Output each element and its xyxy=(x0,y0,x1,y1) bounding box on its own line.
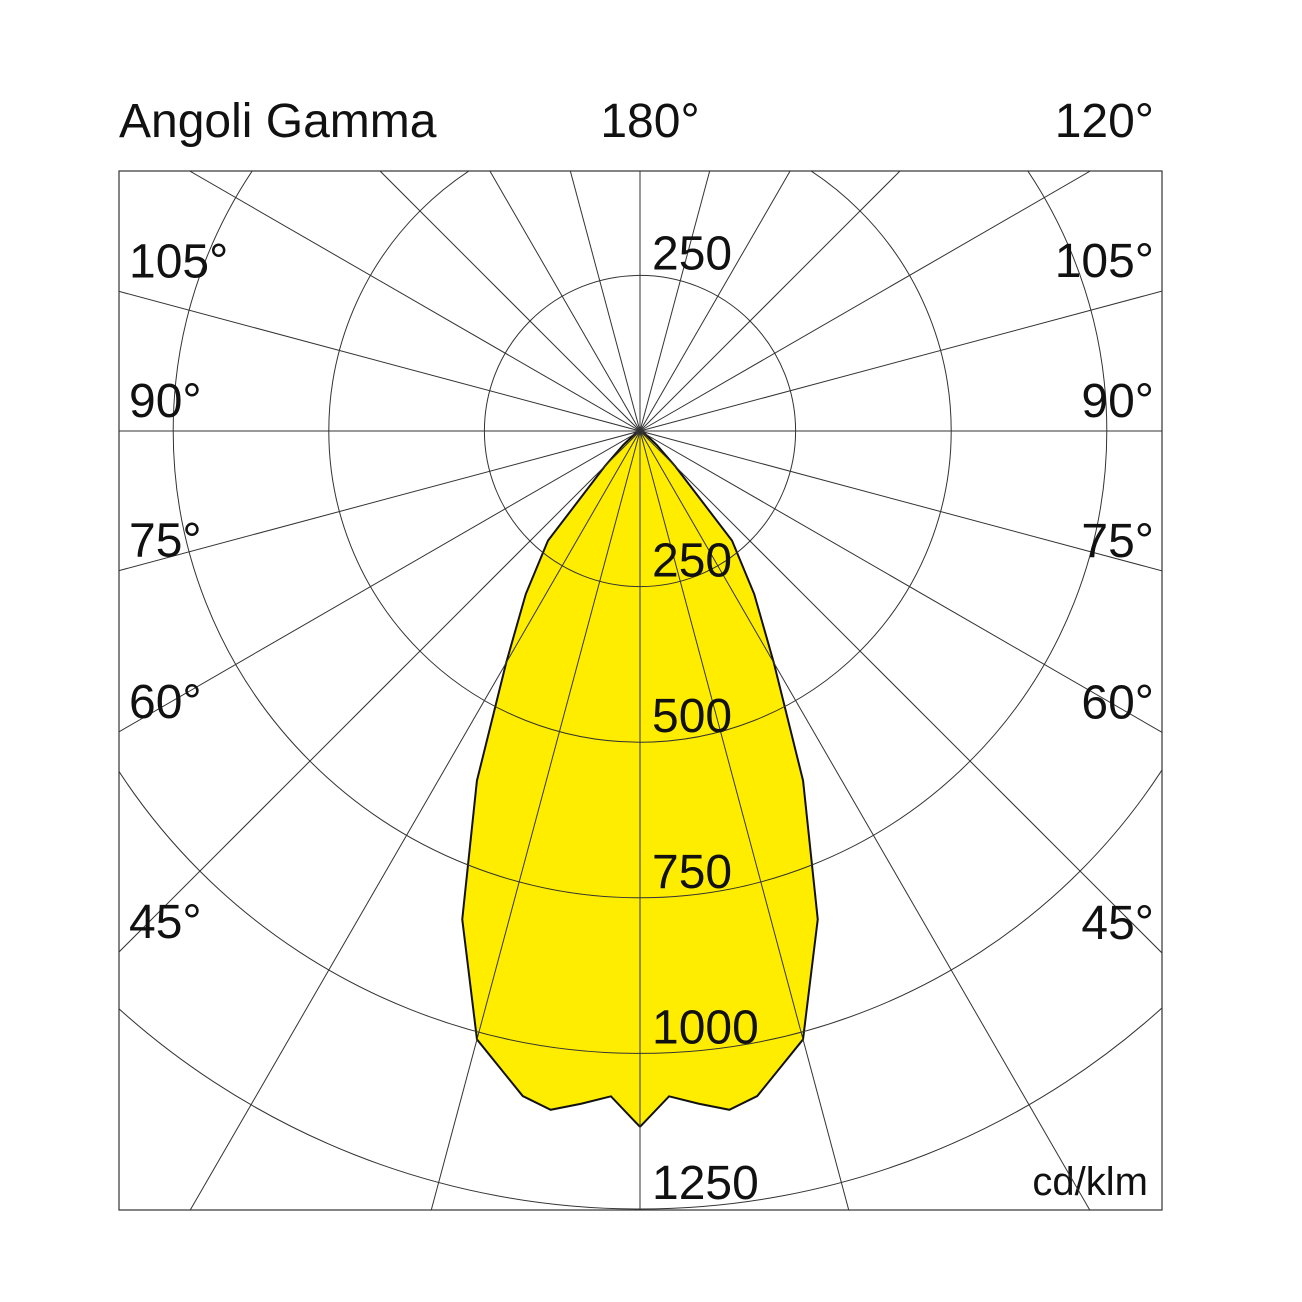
angle-label: 75° xyxy=(129,515,202,568)
grid-ray xyxy=(639,430,1162,954)
r-tick-label: 250 xyxy=(652,535,732,588)
r-tick-label: 750 xyxy=(652,846,732,899)
grid-ray xyxy=(430,430,641,1210)
curve-right xyxy=(640,431,818,1127)
curve-outline xyxy=(461,430,641,1128)
r-tick-label: 500 xyxy=(652,690,732,743)
angle-label: 75° xyxy=(1081,515,1154,568)
r-tick-label: 1000 xyxy=(652,1001,759,1054)
grid-layer xyxy=(119,171,1162,1210)
grid-ray xyxy=(489,171,641,432)
angle-label: 180° xyxy=(600,95,699,148)
grid-ray xyxy=(569,171,641,432)
grid-ray xyxy=(639,430,1091,1210)
angle-label: 105° xyxy=(1055,235,1154,288)
frame xyxy=(118,170,1163,1211)
angle-label: 120° xyxy=(1055,95,1154,148)
grid-ray xyxy=(639,430,1162,572)
grid-ray xyxy=(639,290,1162,432)
r-tick-label: 250 xyxy=(652,227,732,280)
grid-ray xyxy=(119,430,641,953)
angle-label: 90° xyxy=(1081,375,1154,428)
grid-ray xyxy=(639,430,1162,733)
grid-ray xyxy=(639,430,850,1210)
grid-ray xyxy=(639,171,791,432)
angle-label: 90° xyxy=(129,375,202,428)
grid-ray xyxy=(639,171,901,432)
angle-label: 60° xyxy=(129,676,202,729)
unit-label: cd/klm xyxy=(1032,1160,1148,1204)
curve-outline xyxy=(639,430,819,1128)
angle-label: 60° xyxy=(1081,676,1154,729)
r-tick-label: 1250 xyxy=(652,1157,759,1210)
curve-layer xyxy=(461,430,819,1128)
angle-label: 105° xyxy=(129,235,228,288)
grid-ray xyxy=(119,430,641,733)
grid-ray xyxy=(379,171,641,432)
chart-title: Angoli Gamma xyxy=(119,95,437,148)
curve-left xyxy=(462,431,640,1127)
grid-ray xyxy=(639,171,1091,432)
grid-ray xyxy=(119,290,641,432)
angle-label: 45° xyxy=(1081,897,1154,950)
grid-ray xyxy=(639,171,711,432)
grid-ray xyxy=(189,171,641,432)
grid-ray xyxy=(189,430,641,1210)
angle-label: 45° xyxy=(129,896,202,949)
label-layer: 250 250 500 750 1000 1250 105° 90° 75° 60° 45° 180°… xyxy=(129,95,1154,1210)
grid-ray xyxy=(119,430,641,572)
